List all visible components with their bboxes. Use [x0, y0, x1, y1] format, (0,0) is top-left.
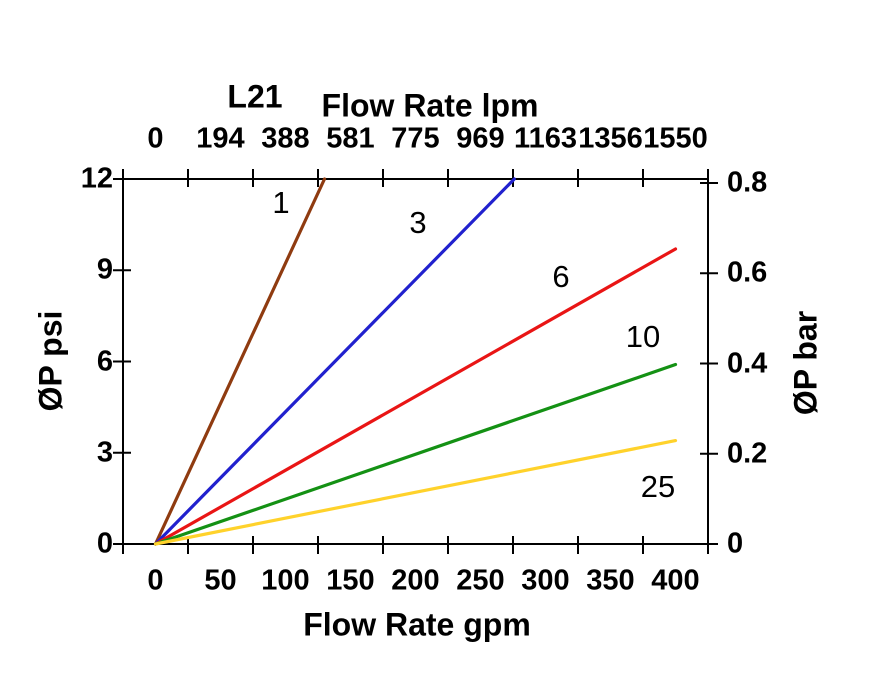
bottom-axis-title: Flow Rate gpm	[303, 606, 531, 643]
bottom-axis-tick-label: 100	[261, 564, 310, 597]
top-axis-tick-label: 1356	[578, 122, 643, 155]
series-line-10	[153, 362, 678, 546]
right-axis-tick-label: 0	[727, 527, 744, 560]
top-axis-tick-label: 969	[456, 122, 505, 155]
left-axis-tick-label: 9	[96, 253, 113, 286]
top-axis-tick-label: 581	[326, 122, 375, 155]
top-axis-tick-label: 1163	[514, 122, 577, 155]
series-line-6	[153, 247, 678, 546]
series-curve-label-1: 1	[272, 185, 290, 220]
series-line-1	[153, 177, 327, 546]
bottom-axis-tick-label: 350	[586, 564, 635, 597]
series-curve-label-10: 10	[625, 319, 661, 354]
right-axis-tick-label: 0.8	[727, 166, 768, 199]
series-curve-label-3: 3	[409, 205, 427, 240]
left-axis-tick-label: 6	[96, 345, 113, 377]
bottom-axis-tick-label: 250	[456, 564, 505, 597]
top-axis-tick-label: 775	[391, 122, 440, 155]
series-line-25	[153, 438, 678, 546]
bottom-axis-tick-label: 150	[326, 564, 375, 597]
top-axis-tick-label: 1550	[643, 122, 708, 155]
chart-title-model: L21	[227, 78, 283, 115]
bottom-axis-tick-label: 0	[147, 564, 164, 597]
bottom-axis-tick-label: 400	[651, 564, 700, 597]
top-axis-tick-label: 194	[196, 122, 245, 155]
left-axis-title: ØP psi	[32, 310, 69, 412]
left-axis-tick-label: 3	[96, 436, 113, 469]
series-curve-label-25: 25	[640, 469, 676, 504]
right-axis-title: ØP bar	[787, 310, 824, 416]
bottom-axis-tick-label: 50	[204, 564, 237, 597]
bottom-axis-tick-label: 200	[391, 564, 440, 597]
right-axis-tick-label: 0.2	[727, 437, 768, 470]
series-line-3	[153, 177, 516, 546]
top-axis-title: Flow Rate lpm	[321, 87, 539, 124]
left-axis-tick-label: 0	[96, 527, 113, 560]
top-axis-tick-label: 0	[147, 122, 164, 155]
bottom-axis-tick-label: 300	[521, 564, 570, 597]
top-axis-tick-label: 388	[261, 122, 310, 155]
right-axis-tick-label: 0.4	[727, 347, 768, 379]
left-axis-tick-label: 12	[80, 162, 113, 195]
right-axis-tick-label: 0.6	[727, 256, 768, 289]
series-curve-label-6: 6	[552, 259, 570, 294]
